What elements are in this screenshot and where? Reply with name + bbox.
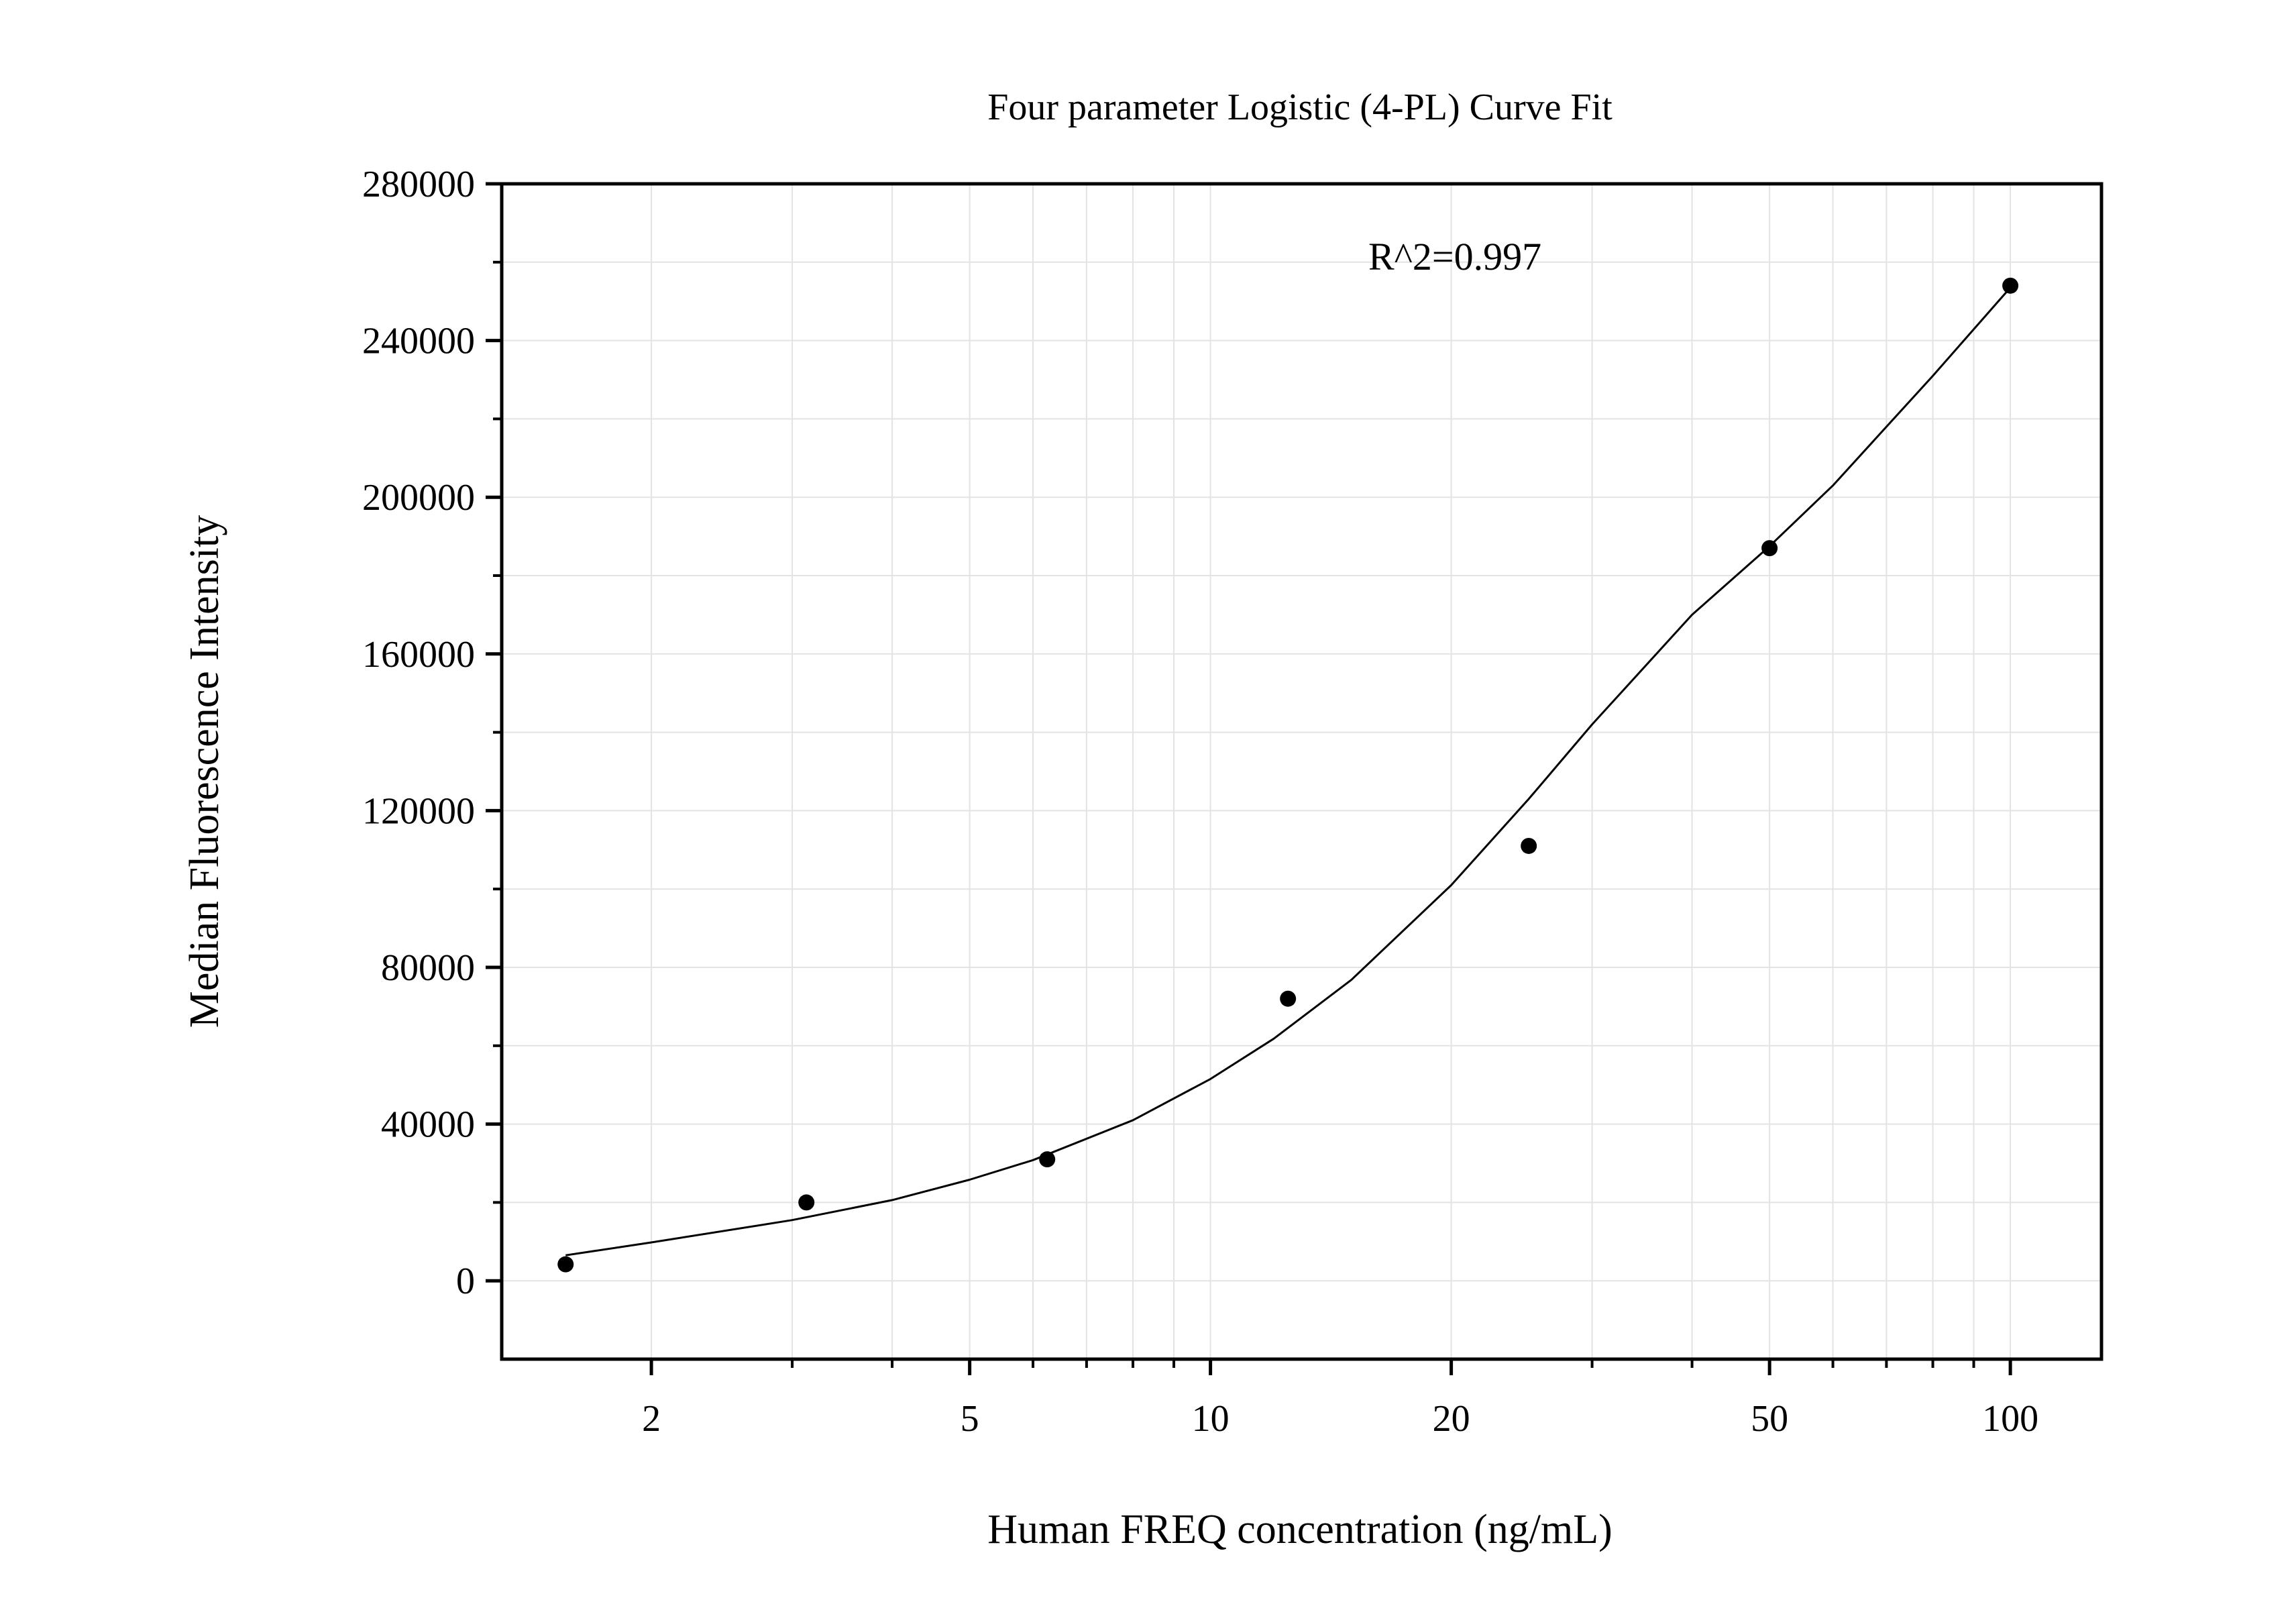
axis-ticks <box>486 182 2012 1375</box>
grid-lines <box>502 183 2101 1359</box>
y-tick-label: 240000 <box>362 321 475 362</box>
fit-curve-group <box>565 286 2012 1257</box>
x-tick-label: 2 <box>642 1398 661 1440</box>
x-tick-label: 10 <box>1192 1398 1229 1440</box>
data-point <box>1280 990 1297 1007</box>
data-point <box>1761 540 1778 557</box>
y-tick-label: 160000 <box>362 634 475 676</box>
x-tick-label: 5 <box>961 1398 979 1440</box>
data-point <box>798 1194 815 1211</box>
x-tick-label: 20 <box>1433 1398 1470 1440</box>
data-point <box>557 1256 574 1273</box>
data-points <box>557 277 2019 1273</box>
data-point <box>2002 277 2019 294</box>
y-tick-label: 200000 <box>362 477 475 519</box>
y-axis-label: Median Fluorescence Intensity <box>182 515 227 1028</box>
chart-title: Four parameter Logistic (4-PL) Curve Fit <box>987 87 1612 128</box>
fit-curve-line <box>565 286 2012 1257</box>
x-tick-label: 100 <box>1982 1398 2038 1440</box>
y-tick-label: 280000 <box>362 164 475 205</box>
y-tick-label: 0 <box>456 1261 475 1302</box>
x-axis-label: Human FREQ concentration (ng/mL) <box>987 1507 1612 1552</box>
data-point <box>1039 1151 1056 1168</box>
y-tick-label: 40000 <box>381 1104 475 1146</box>
x-tick-label: 50 <box>1751 1398 1788 1440</box>
y-tick-label: 120000 <box>362 790 475 832</box>
y-tick-label: 80000 <box>381 947 475 989</box>
r-squared-annotation: R^2=0.997 <box>1368 235 1541 278</box>
plot-frame <box>500 182 2103 1361</box>
y-tick-labels: 0 40000 80000 120000 160000 200000 240000 28000… <box>362 164 475 1302</box>
x-tick-labels: 2 5 10 20 50 100 <box>642 1398 2038 1440</box>
data-point <box>1521 837 1537 854</box>
